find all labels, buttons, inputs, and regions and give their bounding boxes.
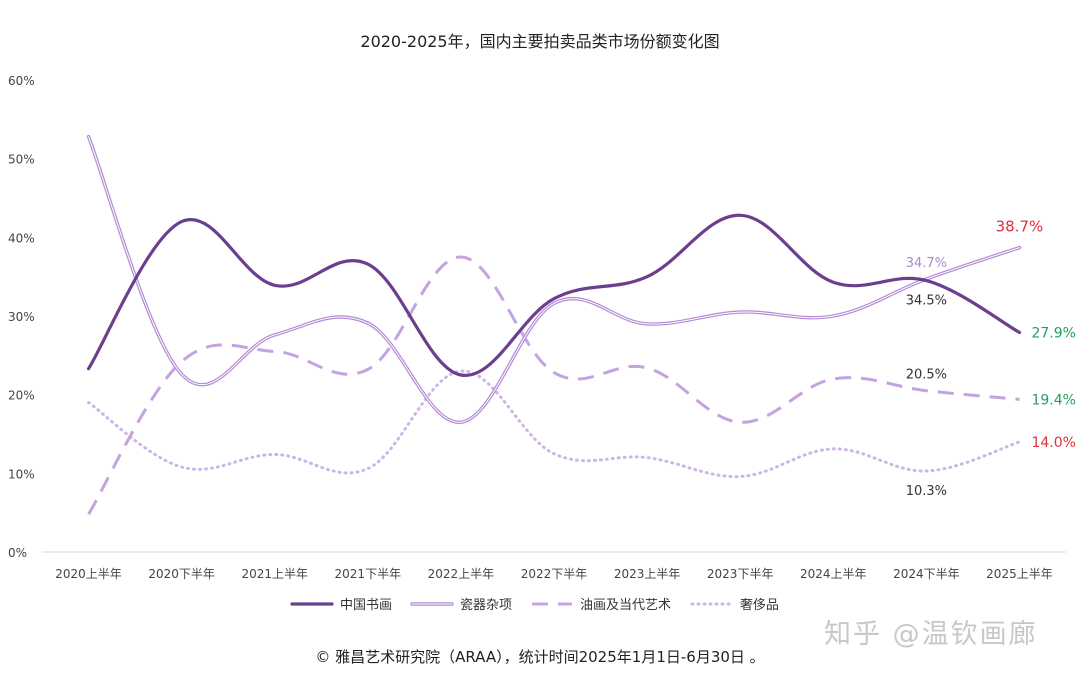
x-tick-label: 2020下半年 [148, 567, 215, 581]
series-line [87, 369, 1021, 479]
y-tick-label: 60% [8, 74, 35, 88]
data-label: 20.5% [906, 368, 947, 383]
legend-item: 油画及当代艺术 [532, 598, 671, 613]
series-line [86, 134, 1022, 424]
data-label: 27.9% [1031, 326, 1075, 342]
data-label: 34.5% [906, 294, 947, 309]
x-tick-label: 2022下半年 [521, 567, 588, 581]
y-axis: 0% 10% 20% 30% 40% 50% 60% [8, 74, 35, 560]
x-tick-label: 2023上半年 [614, 567, 681, 581]
series-group [86, 134, 1022, 424]
x-axis: 2020上半年 2020下半年 2021上半年 2021下半年 2022上半年 2022下… [55, 567, 1052, 581]
y-tick-label: 30% [8, 310, 35, 324]
x-tick-label: 2020上半年 [55, 567, 122, 581]
y-tick-label: 0% [8, 546, 27, 560]
x-tick-label: 2022上半年 [428, 567, 495, 581]
data-label: 19.4% [1031, 392, 1075, 408]
watermark: 知乎 @温钦画廊 [824, 619, 1038, 650]
data-label: 14.0% [1031, 435, 1075, 451]
series-group [87, 255, 1020, 516]
y-tick-label: 20% [8, 389, 35, 403]
legend-label: 油画及当代艺术 [580, 598, 671, 613]
legend-label: 瓷器杂项 [460, 598, 512, 613]
series-line-highlight [88, 136, 1020, 423]
legend-label: 中国书画 [340, 598, 392, 613]
x-tick-label: 2024下半年 [893, 567, 960, 581]
series-group [87, 369, 1021, 479]
y-tick-label: 10% [8, 467, 35, 481]
legend: 中国书画 瓷器杂项 油画及当代艺术 奢侈品 [290, 598, 779, 613]
series-line [86, 213, 1022, 377]
legend-item: 瓷器杂项 [410, 598, 512, 613]
chart-title: 2020-2025年，国内主要拍卖品类市场份额变化图 [360, 32, 719, 51]
legend-label: 奢侈品 [740, 598, 779, 613]
series-layer [86, 134, 1022, 516]
x-tick-label: 2021上半年 [241, 567, 308, 581]
series-group [86, 213, 1022, 377]
legend-item: 中国书画 [290, 598, 392, 613]
data-label: 38.7% [996, 218, 1044, 236]
data-label: 34.7% [906, 256, 947, 271]
x-tick-label: 2021下半年 [335, 567, 402, 581]
x-tick-label: 2025上半年 [986, 567, 1053, 581]
series-line [87, 255, 1020, 516]
legend-item: 奢侈品 [690, 598, 779, 613]
source-note: © 雅昌艺术研究院（ARAA），统计时间2025年1月1日-6月30日 。 [315, 648, 765, 666]
x-tick-label: 2023下半年 [707, 567, 774, 581]
data-label: 10.3% [906, 484, 947, 499]
y-tick-label: 50% [8, 153, 35, 167]
annotation-layer: 34.7% 34.5% 20.5% 10.3% 38.7% 27.9% 19.4% 14.0% [906, 218, 1076, 499]
y-tick-label: 40% [8, 231, 35, 245]
x-tick-label: 2024上半年 [800, 567, 867, 581]
